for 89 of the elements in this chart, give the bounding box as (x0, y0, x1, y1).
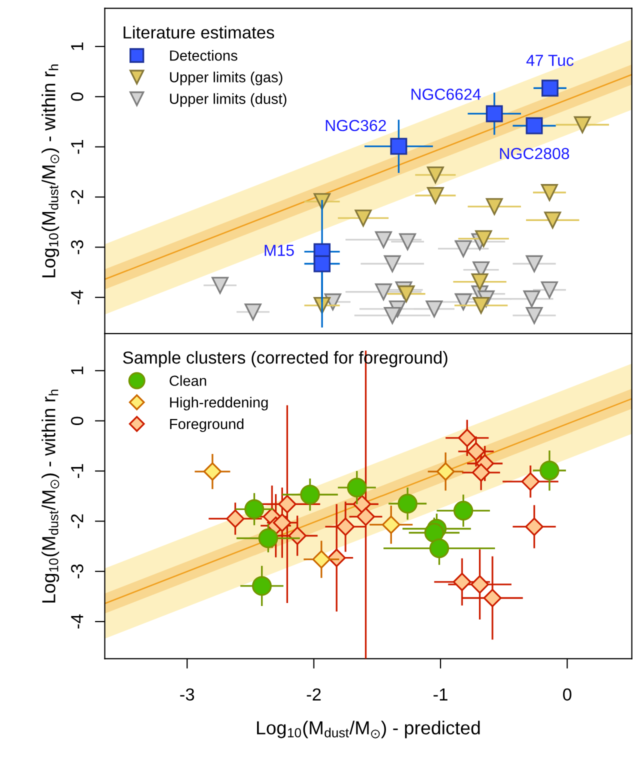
y-tick-label: 1 (71, 42, 84, 50)
y-tick-label: -3 (70, 564, 84, 578)
y-tick-label: 0 (70, 92, 84, 101)
point (398, 494, 418, 514)
annotation: 47 Tuc (526, 54, 574, 66)
y-tick-label: 1 (71, 366, 84, 374)
annotation: NGC6624 (412, 88, 481, 100)
point (521, 472, 540, 491)
point (252, 576, 272, 596)
point (300, 484, 320, 504)
point (347, 478, 367, 498)
point (526, 117, 543, 134)
point (542, 80, 558, 97)
legend-label: High-reddening (170, 396, 268, 410)
point (526, 255, 543, 272)
point (384, 306, 401, 324)
point (375, 283, 392, 300)
y-tick-label: -3 (70, 240, 84, 254)
legend-label: Upper limits (gas) (170, 72, 282, 86)
point (226, 510, 244, 528)
point (475, 230, 492, 248)
point (483, 588, 502, 608)
point (436, 462, 455, 481)
point (472, 296, 490, 314)
point (452, 572, 472, 592)
annotation: NGC362 (326, 120, 386, 132)
x-tick-label: -3 (180, 688, 194, 701)
legend-title: Literature estimates (124, 26, 274, 39)
point (540, 460, 560, 480)
point (574, 116, 591, 134)
point (472, 463, 490, 482)
point (429, 538, 450, 558)
y-tick-label: -1 (71, 464, 84, 478)
x-tick-label: 0 (563, 688, 572, 701)
point (541, 281, 558, 298)
y-tick-label: -4 (71, 614, 84, 629)
legend-label: Upper limits (dust) (170, 93, 286, 107)
point (486, 198, 503, 216)
point (212, 276, 229, 294)
annotation: M15 (264, 244, 294, 256)
point (258, 528, 278, 548)
y-tick-label: -2 (70, 190, 84, 204)
point (426, 300, 443, 318)
point (453, 500, 474, 521)
point (458, 428, 476, 448)
point (526, 306, 543, 324)
point (390, 138, 408, 155)
point (454, 240, 472, 258)
y-tick-label: -1 (71, 140, 84, 154)
legend-label: Detections (170, 50, 238, 61)
point (203, 462, 222, 481)
point (384, 255, 401, 272)
point (471, 273, 488, 290)
point (466, 442, 486, 461)
point (354, 210, 372, 227)
annotation: NGC2808 (500, 148, 570, 160)
point (314, 255, 331, 272)
point (525, 518, 544, 536)
y-tick-label: -2 (70, 514, 84, 528)
y-tick-label: 0 (70, 416, 84, 425)
point (288, 526, 307, 545)
legend-label: Foreground (170, 418, 244, 432)
point (454, 293, 472, 310)
x-axis-title: Log$_{10}$(M$_{dust}$/M$_{⊙}$) - predicted (257, 720, 480, 738)
point (244, 303, 262, 320)
point (544, 212, 562, 229)
point (470, 575, 489, 594)
point (426, 187, 444, 204)
point (398, 285, 415, 302)
y-axis-title: Log$_{10}$(M$_{dust}$/M$_{⊙}$) - within r$_{h}$ (42, 64, 60, 278)
legend-label: Clean (170, 375, 206, 386)
point (336, 518, 355, 536)
point (272, 514, 292, 532)
point (424, 522, 444, 543)
point (426, 166, 444, 184)
y-tick-label: -4 (71, 290, 84, 304)
point (278, 494, 296, 514)
y-axis-title: Log$_{10}$(M$_{dust}$/M$_{⊙}$) - within r$_{h}$ (42, 390, 60, 602)
point (399, 233, 416, 250)
point (375, 231, 392, 248)
point (244, 499, 264, 520)
point (486, 105, 503, 122)
x-tick-label: -1 (434, 688, 448, 700)
point (523, 290, 540, 308)
x-tick-label: -2 (306, 688, 321, 700)
point (541, 184, 558, 201)
point (382, 516, 400, 534)
point (312, 550, 331, 569)
point (356, 508, 375, 526)
